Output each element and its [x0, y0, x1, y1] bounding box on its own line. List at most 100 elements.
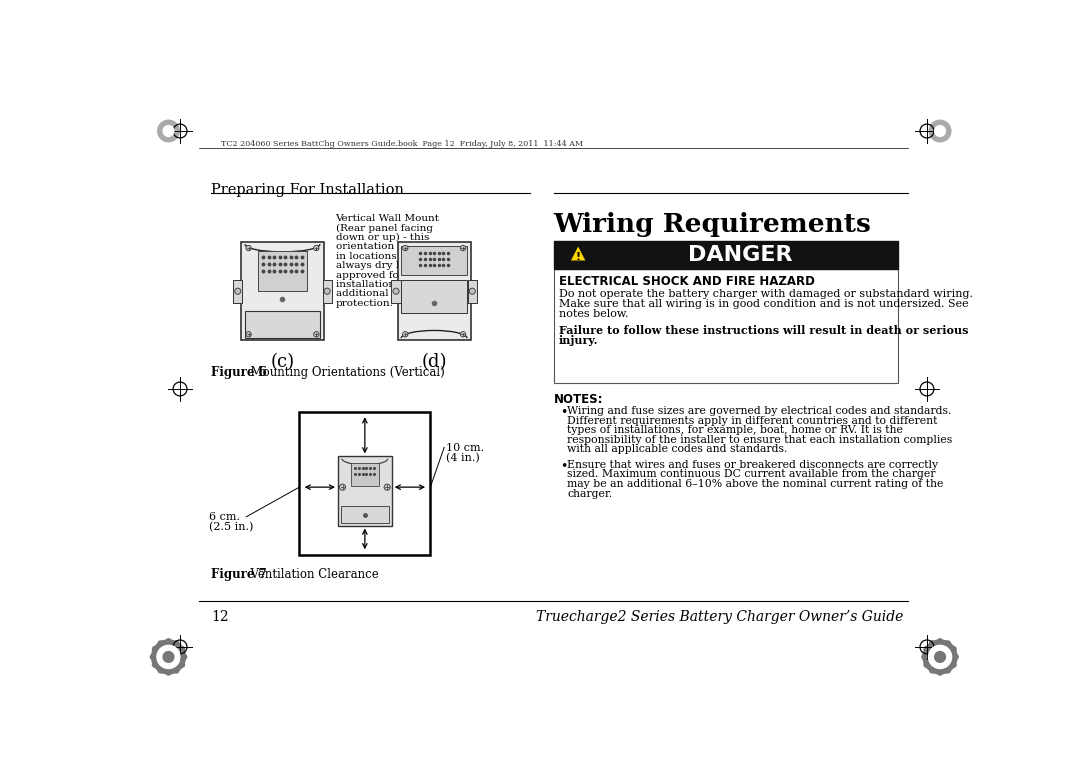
Text: Truecharge2 Series Battery Charger Owner’s Guide: Truecharge2 Series Battery Charger Owner… — [537, 610, 904, 624]
Bar — [397, 242, 471, 341]
Text: (d): (d) — [421, 353, 447, 371]
Circle shape — [174, 641, 179, 646]
Circle shape — [953, 655, 958, 660]
Circle shape — [163, 651, 174, 662]
Circle shape — [151, 640, 186, 674]
Text: Figure 6: Figure 6 — [211, 366, 267, 379]
Circle shape — [937, 639, 943, 645]
Circle shape — [929, 120, 950, 142]
Circle shape — [150, 655, 156, 660]
Circle shape — [460, 245, 465, 251]
Circle shape — [934, 126, 945, 136]
Text: Mounting Orientations (Vertical): Mounting Orientations (Vertical) — [243, 366, 445, 379]
Text: •: • — [559, 460, 567, 473]
Text: down or up) - this: down or up) - this — [336, 233, 429, 242]
Text: installations only with: installations only with — [336, 280, 451, 289]
Text: notes below.: notes below. — [558, 309, 629, 319]
Text: 10 cm.: 10 cm. — [446, 443, 484, 453]
Circle shape — [930, 641, 935, 646]
Bar — [299, 412, 430, 554]
Bar — [351, 463, 379, 487]
Bar — [402, 246, 467, 275]
Text: (4 in.): (4 in.) — [446, 453, 480, 463]
Circle shape — [923, 640, 957, 674]
Circle shape — [924, 662, 930, 668]
Text: TC2 204060 Series BattChg Owners Guide.book  Page 12  Friday, July 8, 2011  11:4: TC2 204060 Series BattChg Owners Guide.b… — [220, 140, 583, 148]
Text: Different requirements apply in different countries and to different: Different requirements apply in differen… — [567, 416, 937, 426]
Text: !: ! — [576, 252, 581, 262]
Circle shape — [166, 670, 172, 675]
Text: Wiring Requirements: Wiring Requirements — [554, 212, 872, 237]
Circle shape — [403, 245, 408, 251]
Bar — [391, 280, 401, 303]
Circle shape — [152, 662, 158, 668]
Text: Do not operate the battery charger with damaged or substandard wiring.: Do not operate the battery charger with … — [558, 289, 973, 299]
Text: 6 cm.: 6 cm. — [210, 512, 241, 522]
Text: protection.: protection. — [336, 298, 393, 308]
Bar — [468, 280, 477, 303]
Text: Wiring and fuse sizes are governed by electrical codes and standards.: Wiring and fuse sizes are governed by el… — [567, 406, 951, 416]
Text: DANGER: DANGER — [688, 245, 792, 265]
Circle shape — [158, 641, 163, 646]
Circle shape — [181, 655, 187, 660]
Text: (Rear panel facing: (Rear panel facing — [336, 224, 433, 233]
Text: additional drip: additional drip — [336, 289, 413, 298]
Text: (c): (c) — [270, 353, 295, 371]
Circle shape — [339, 484, 346, 490]
Bar — [258, 251, 307, 291]
Circle shape — [950, 647, 956, 652]
Circle shape — [460, 332, 465, 337]
Circle shape — [469, 288, 475, 295]
Text: charger.: charger. — [567, 489, 612, 499]
Text: Preparing For Installation: Preparing For Installation — [211, 183, 404, 197]
Text: 12: 12 — [211, 610, 229, 624]
Text: approved for marine: approved for marine — [336, 271, 444, 280]
Circle shape — [934, 651, 945, 662]
Polygon shape — [571, 247, 585, 261]
Text: responsibility of the installer to ensure that each installation complies: responsibility of the installer to ensur… — [567, 435, 953, 445]
Circle shape — [313, 245, 319, 251]
Circle shape — [179, 662, 185, 668]
Circle shape — [945, 668, 950, 673]
Circle shape — [158, 120, 179, 142]
Circle shape — [393, 288, 400, 295]
Bar — [554, 269, 899, 383]
Text: (2.5 in.): (2.5 in.) — [210, 522, 254, 533]
Bar — [402, 281, 467, 313]
Circle shape — [937, 670, 943, 675]
Circle shape — [924, 647, 930, 652]
Circle shape — [950, 662, 956, 668]
Text: Figure 7: Figure 7 — [211, 567, 267, 581]
Text: NOTES:: NOTES: — [554, 392, 603, 406]
Circle shape — [152, 647, 158, 652]
Text: orientation is allowed: orientation is allowed — [336, 242, 449, 251]
Text: ELECTRICAL SHOCK AND FIRE HAZARD: ELECTRICAL SHOCK AND FIRE HAZARD — [558, 275, 814, 288]
Circle shape — [179, 647, 185, 652]
Circle shape — [313, 332, 319, 337]
Text: types of installations, for example, boat, home or RV. It is the: types of installations, for example, boa… — [567, 425, 903, 435]
Text: •: • — [559, 406, 567, 419]
Circle shape — [163, 126, 174, 136]
Circle shape — [157, 645, 180, 668]
Text: with all applicable codes and standards.: with all applicable codes and standards. — [567, 444, 787, 454]
Text: Ventilation Clearance: Ventilation Clearance — [243, 567, 379, 581]
Circle shape — [930, 668, 935, 673]
Text: may be an additional 6–10% above the nominal current rating of the: may be an additional 6–10% above the nom… — [567, 479, 944, 489]
Text: injury.: injury. — [558, 335, 598, 346]
Circle shape — [158, 668, 163, 673]
Circle shape — [384, 484, 390, 490]
Bar — [554, 241, 899, 269]
Bar — [245, 311, 320, 338]
Bar — [338, 456, 392, 526]
Text: always dry but is: always dry but is — [336, 261, 424, 270]
Circle shape — [922, 655, 928, 660]
Text: in locations that are: in locations that are — [336, 252, 442, 261]
Bar — [323, 280, 332, 303]
Text: Vertical Wall Mount: Vertical Wall Mount — [336, 214, 440, 223]
Circle shape — [929, 645, 951, 668]
Bar — [341, 506, 389, 524]
Text: Make sure that all wiring is in good condition and is not undersized. See: Make sure that all wiring is in good con… — [558, 299, 969, 309]
Text: sized. Maximum continuous DC current available from the charger: sized. Maximum continuous DC current ava… — [567, 470, 936, 480]
Circle shape — [945, 641, 950, 646]
Circle shape — [234, 288, 241, 295]
